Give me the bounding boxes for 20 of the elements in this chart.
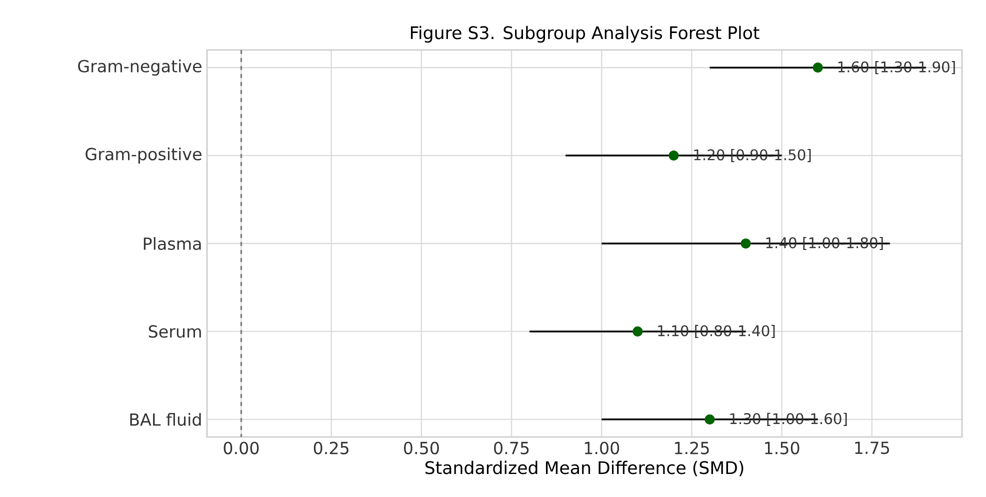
point [668, 150, 679, 161]
x-tick-label: 0.25 [314, 442, 348, 454]
x-tick-label: 1.75 [855, 442, 889, 454]
chart-title: Figure S3. Subgroup Analysis Forest Plot [410, 26, 760, 43]
y-tick-label: BAL fluid [130, 412, 201, 426]
x-tick-label: 0.50 [404, 442, 439, 454]
point [704, 414, 715, 424]
x-tick-label: 0.75 [494, 442, 529, 454]
x-tick-label: 1.00 [584, 442, 620, 454]
x-tick-label: 1.50 [765, 442, 800, 454]
x-axis-title: Standardized Mean Difference (SMD) [425, 460, 744, 476]
point [632, 326, 643, 337]
point [740, 238, 751, 249]
point [812, 62, 823, 73]
x-tick-label: 0.00 [224, 442, 259, 454]
y-tick-label: Gram-positive [86, 147, 202, 164]
y-tick-label: Serum [148, 325, 201, 338]
x-tick-label: 1.25 [675, 442, 709, 454]
y-tick-label: Gram-negative [78, 60, 202, 76]
y-tick-label: Plasma [144, 237, 201, 250]
